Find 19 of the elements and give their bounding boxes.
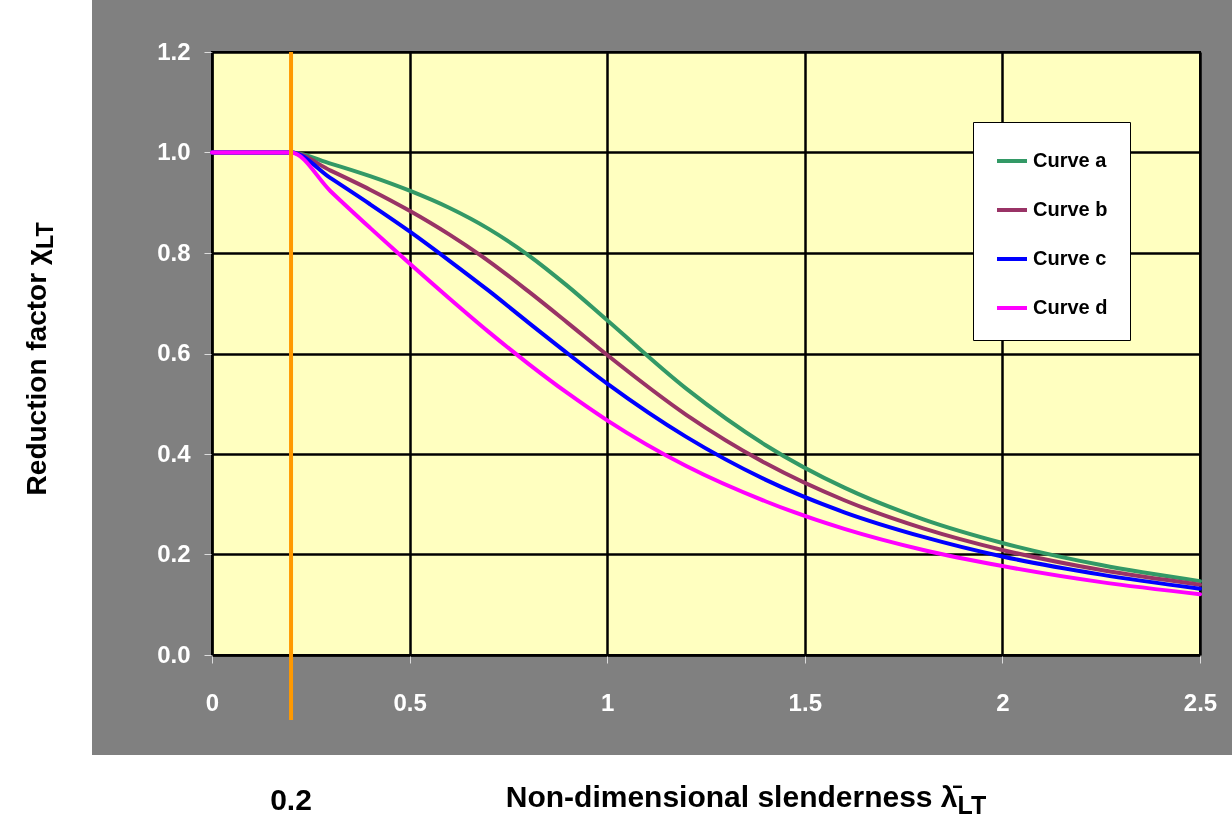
legend-label: Curve b xyxy=(1033,198,1108,220)
ref-line-label: 0.2 xyxy=(270,783,312,816)
y-tick-label: 0.8 xyxy=(157,238,191,266)
x-tick-label: 2 xyxy=(996,688,1010,716)
x-tick-label: 0 xyxy=(205,688,220,716)
y-tick-label: 0.0 xyxy=(157,640,191,668)
x-tick-label: 2.5 xyxy=(1183,688,1218,716)
legend-label: Curve c xyxy=(1033,247,1107,269)
y-tick-label: 0.6 xyxy=(157,339,191,366)
x-tick-label: 1.5 xyxy=(788,688,822,716)
x-axis-title: Non-dimensional slenderness λ̄$_{LT}$ xyxy=(505,780,987,819)
x-tick-label: 0.5 xyxy=(393,688,427,716)
legend-label: Curve a xyxy=(1033,149,1108,171)
legend-label: Curve d xyxy=(1033,296,1108,318)
y-tick-label: 1.2 xyxy=(157,37,191,65)
y-tick-label: 1.0 xyxy=(157,138,191,165)
y-tick-label: 0.2 xyxy=(157,540,191,567)
x-tick-label: 1 xyxy=(601,688,615,716)
y-tick-label: 0.4 xyxy=(157,439,192,467)
